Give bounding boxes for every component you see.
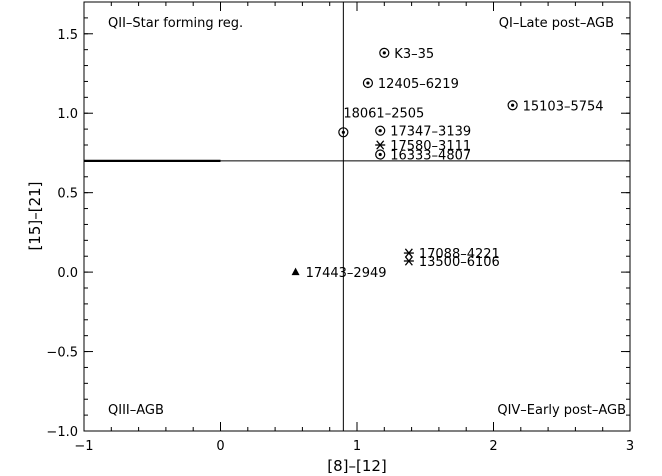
point-marker-circle	[507, 100, 518, 111]
quadrant-label-qii: QII–Star forming reg.	[108, 16, 243, 31]
data-point: 17347–3139	[375, 125, 471, 140]
x-axis: −1 0 1 2 3	[74, 2, 634, 454]
point-marker-dot	[341, 130, 345, 134]
point-label: 17347–3139	[390, 125, 471, 140]
point-marker-circle	[379, 47, 390, 58]
y-axis: −1.0 −0.5 0.0 0.5 1.0 1.5	[46, 1, 630, 440]
point-label: 13500–6106	[419, 255, 500, 270]
x-tick-label: 0	[216, 439, 224, 454]
x-tick-label: 2	[489, 439, 497, 454]
data-point: 17443–2949	[291, 266, 387, 281]
point-label: K3–35	[394, 47, 434, 62]
y-tick-label: 1.0	[57, 107, 78, 122]
plot-frame	[83, 1, 631, 432]
y-tick-label: −1.0	[46, 425, 78, 440]
point-marker-triangle	[291, 267, 300, 276]
quadrant-label-qiii: QIII–AGB	[108, 403, 164, 418]
x-tick-label: 1	[353, 439, 361, 454]
x-tick-label: −1	[74, 439, 93, 454]
point-marker-dot	[511, 103, 515, 107]
data-point: 15103–5754	[507, 99, 604, 114]
point-marker-dot	[382, 51, 386, 55]
y-tick-label: 0.0	[57, 266, 78, 281]
point-marker-circle	[362, 77, 374, 89]
point-marker-dot	[366, 81, 370, 85]
quadrant-dividers	[84, 2, 630, 431]
point-label: 12405–6219	[378, 77, 459, 92]
y-tick-label: 0.5	[57, 187, 78, 202]
data-point: 16333–4807	[375, 149, 471, 164]
data-point: 17580–3111	[375, 139, 471, 154]
point-label: 17580–3111	[390, 139, 471, 154]
point-marker-circle	[338, 127, 349, 138]
point-label: 17088–4221	[419, 247, 500, 262]
point-marker-asterisk-d2	[404, 256, 413, 266]
data-points: K3–35 12405–6219 15103–5754 18061–2505 17347…	[291, 47, 604, 281]
point-label: 17443–2949	[306, 266, 387, 281]
point-marker-asterisk-d2	[404, 248, 413, 258]
point-marker-circle	[375, 125, 386, 136]
point-marker-asterisk-d2	[376, 140, 385, 150]
y-axis-title: [15]–[21]	[26, 181, 44, 250]
data-point: 12405–6219	[362, 77, 459, 92]
y-tick-label: −0.5	[46, 346, 78, 361]
point-marker-dot	[378, 152, 382, 157]
point-label: 16333–4807	[390, 149, 471, 164]
point-marker-dot	[378, 129, 382, 133]
quadrant-label-qiv: QIV–Early post–AGB	[497, 403, 626, 418]
y-tick-label: 1.5	[57, 28, 78, 43]
data-point: 17088–4221	[403, 247, 500, 262]
quadrant-label-qi: QI–Late post–AGB	[499, 16, 614, 31]
point-label: 18061–2505	[343, 106, 424, 121]
data-point: 18061–2505	[338, 106, 424, 138]
x-axis-title: [8]–[12]	[327, 457, 387, 475]
x-tick-label: 3	[626, 439, 634, 454]
point-marker-circle	[375, 149, 386, 160]
point-label: 15103–5754	[523, 99, 604, 114]
data-point: K3–35	[379, 47, 434, 62]
data-point: 13500–6106	[403, 255, 500, 270]
